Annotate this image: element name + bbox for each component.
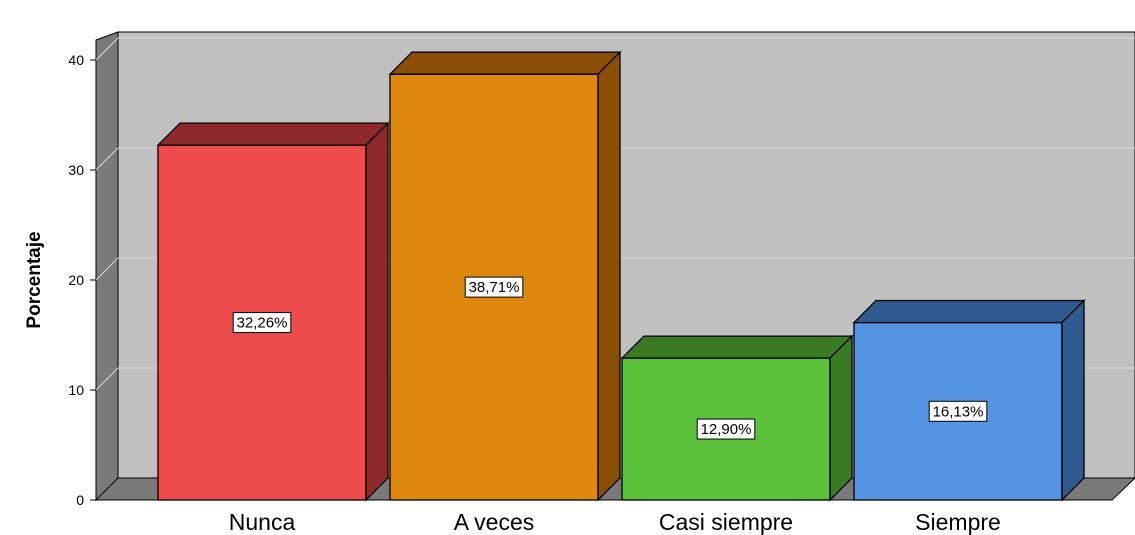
bar-top-1 <box>388 51 622 75</box>
y-axis-title: Porcentaje <box>24 231 45 328</box>
category-label-1: A veces <box>454 509 535 535</box>
bar-side-3 <box>1061 299 1085 502</box>
gridline-side <box>95 367 119 391</box>
data-label-box-1 <box>464 276 524 298</box>
gridline-side <box>95 257 119 281</box>
category-label-2: Casi siempre <box>659 509 793 535</box>
data-label-1: 38,71% <box>469 279 520 296</box>
category-label-3: Siempre <box>915 509 1001 535</box>
bar-top-2 <box>620 335 854 359</box>
bar-side-2 <box>829 334 853 502</box>
y-tick-label-2: 20 <box>68 272 84 288</box>
y-tick-label-3: 30 <box>68 162 84 178</box>
bar-side-0 <box>365 121 389 502</box>
data-label-2: 12,90% <box>701 421 752 438</box>
y-tick-label-1: 10 <box>68 382 84 398</box>
y-tick-label-0: 0 <box>76 492 84 508</box>
data-label-3: 16,13% <box>933 403 984 420</box>
bar-top-3 <box>852 299 1086 324</box>
y-tick-label-4: 40 <box>68 52 84 68</box>
category-label-0: Nunca <box>229 509 296 535</box>
bar-top-0 <box>156 122 390 146</box>
left-side-wall <box>95 31 119 502</box>
data-label-0: 32,26% <box>237 315 288 332</box>
data-label-box-0 <box>232 312 292 334</box>
gridline-side <box>95 37 119 61</box>
data-label-box-2 <box>696 418 756 440</box>
bar-side-1 <box>597 50 621 502</box>
gridline-side <box>95 147 119 171</box>
data-label-box-3 <box>928 400 988 422</box>
